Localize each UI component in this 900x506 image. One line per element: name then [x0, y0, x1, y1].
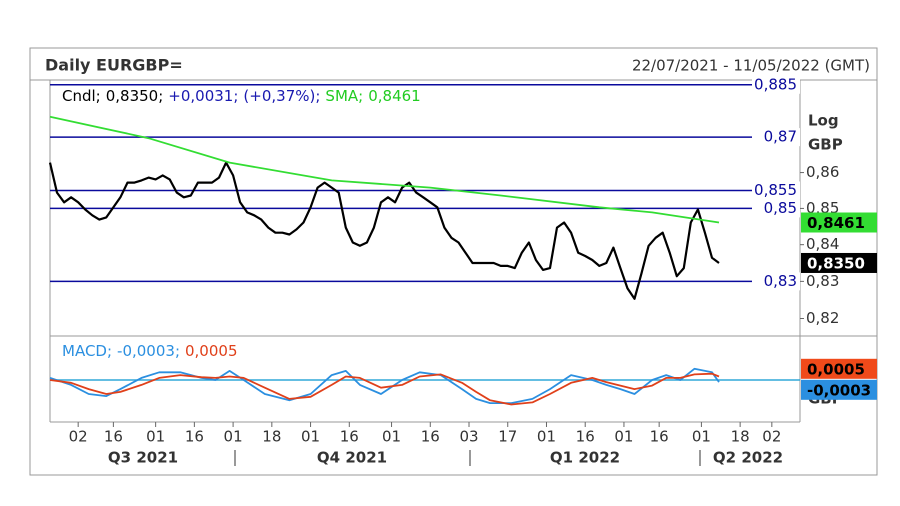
x-tick-label: 16	[576, 428, 595, 446]
value-tag-label: 0,0005	[807, 360, 865, 378]
legend-value: 0,0005	[185, 342, 238, 360]
x-tick-label: 16	[185, 428, 204, 446]
legend-value: -0,0003	[117, 342, 175, 360]
value-tag	[801, 358, 877, 379]
y-tick-label: 0,82	[806, 309, 839, 327]
legend-change-pct: (+0,37%)	[243, 87, 315, 105]
value-tag-label: 0,8350	[807, 254, 865, 272]
legend-sep: ;	[107, 342, 112, 360]
series-line	[48, 161, 720, 300]
x-tick-label: 16	[421, 428, 440, 446]
x-tick-label: 16	[650, 428, 669, 446]
x-tick-label: 01	[224, 428, 243, 446]
y-tick-label: 0,85	[806, 199, 839, 217]
legend-sep: ;	[175, 342, 180, 360]
x-tick-label: 18	[262, 428, 281, 446]
y-tick-label: 0,86	[806, 163, 839, 181]
legend-value: 0,8461	[368, 87, 421, 105]
legend-sep: ;	[96, 87, 101, 105]
series-line	[49, 367, 720, 404]
y-axis-label: Log	[808, 112, 839, 130]
legend-name: SMA	[325, 87, 358, 105]
series-line	[49, 115, 720, 224]
quarter-label: Q3 2021	[108, 449, 178, 467]
reference-label: 0,87	[764, 128, 797, 146]
reference-label: 0,855	[754, 181, 797, 199]
label-bg	[752, 75, 800, 94]
price-legend: Cndl; 0,8350; +0,0031; (+0,37%); SMA; 0,8461	[62, 87, 421, 105]
value-tag-label: 0,8461	[807, 214, 865, 232]
outer-frame	[29, 47, 878, 476]
legend-change: +0,0031	[168, 87, 233, 105]
value-tag	[801, 212, 877, 233]
x-tick-label: 01	[146, 428, 165, 446]
label-bg	[752, 272, 800, 291]
series-line	[49, 372, 720, 406]
quarter-label: Q2 2022	[713, 449, 783, 467]
x-tick-label: 16	[104, 428, 123, 446]
chart-title: Daily EURGBP=	[45, 56, 183, 75]
x-tick-label: 01	[301, 428, 320, 446]
value-tag-label: -0,0003	[807, 381, 871, 399]
x-tick-label: 03	[459, 428, 478, 446]
x-tick-label: 17	[498, 428, 517, 446]
x-tick-label: 01	[692, 428, 711, 446]
x-tick-label: 16	[340, 428, 359, 446]
label-bg	[752, 199, 800, 218]
value-tag	[801, 379, 877, 400]
y-tick-label: 0,84	[806, 235, 839, 253]
chart-subtitle: 22/07/2021 - 11/05/2022 (GMT)	[632, 57, 870, 75]
x-tick-label: 01	[382, 428, 401, 446]
value-tag	[801, 252, 877, 273]
x-tick-label: 02	[762, 428, 781, 446]
reference-label: 0,85	[764, 199, 797, 217]
legend-sep: ;	[315, 87, 320, 105]
y-axis-label: GBP	[808, 136, 843, 154]
legend-name: Cndl	[62, 87, 96, 105]
quarter-label: Q4 2021	[317, 449, 387, 467]
label-bg	[752, 128, 800, 147]
x-tick-label: 01	[537, 428, 556, 446]
legend-sep: ;	[158, 87, 163, 105]
x-tick-label: 01	[614, 428, 633, 446]
legend-sep: ;	[233, 87, 238, 105]
label-bg	[752, 181, 800, 200]
legend-name: MACD	[62, 342, 107, 360]
quarter-label: Q1 2022	[550, 449, 620, 467]
x-tick-label: 02	[69, 428, 88, 446]
legend-value: 0,8350	[106, 87, 159, 105]
legend-sep: ;	[358, 87, 363, 105]
reference-label: 0,83	[764, 272, 797, 290]
reference-label: 0,885	[754, 75, 797, 93]
x-tick-label: 18	[731, 428, 750, 446]
y-tick-label: 0,83	[806, 272, 839, 290]
macd-legend: MACD; -0,0003; 0,0005	[62, 342, 238, 360]
